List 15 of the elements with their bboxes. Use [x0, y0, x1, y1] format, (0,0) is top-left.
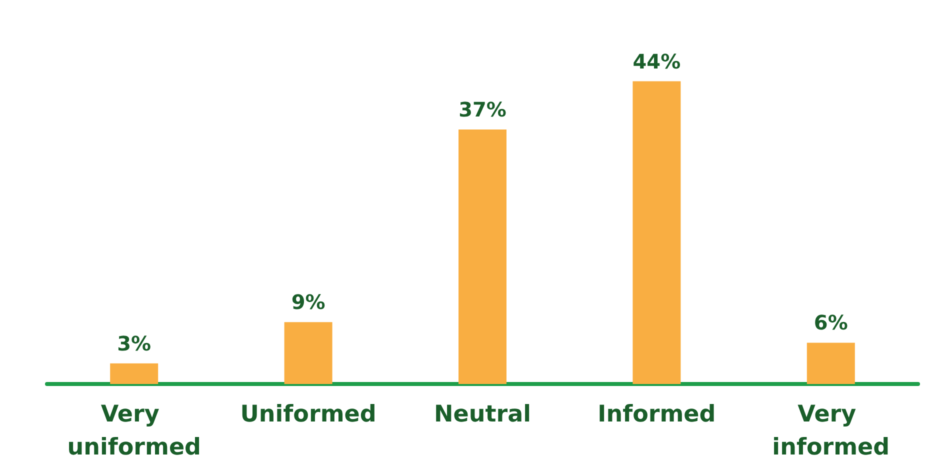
- data-label: 9%: [291, 290, 326, 314]
- bar: [632, 81, 681, 384]
- bar: [806, 342, 855, 384]
- x-tick-label: Very informed: [772, 402, 890, 460]
- data-label: 6%: [814, 310, 848, 335]
- data-label: 37%: [458, 97, 506, 122]
- bar: [458, 129, 506, 384]
- x-tick-label: Very uniformed: [67, 402, 202, 460]
- x-tick-label: Informed: [598, 402, 716, 428]
- bar: [284, 322, 332, 384]
- data-label: 44%: [632, 49, 681, 74]
- x-tick-label: Uniformed: [240, 402, 376, 428]
- bar: [110, 363, 158, 384]
- data-label: 3%: [117, 331, 152, 356]
- x-tick-label: Neutral: [434, 402, 531, 428]
